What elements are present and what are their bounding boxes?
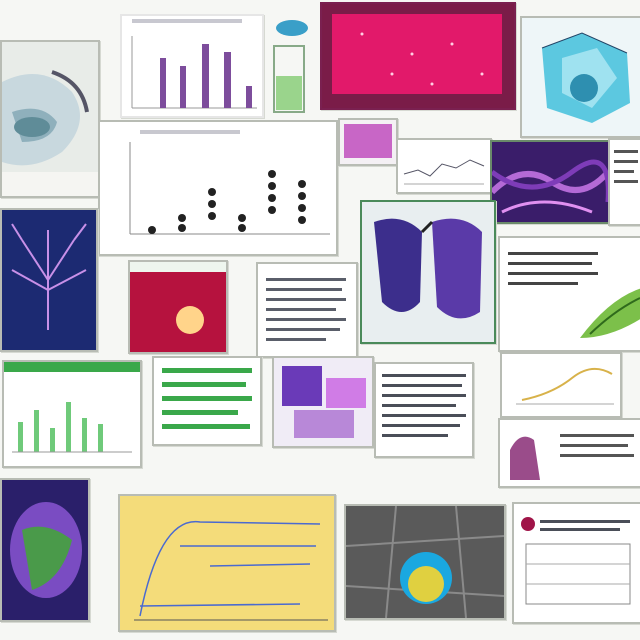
grey-orb-tile — [344, 504, 506, 620]
flask-icon-tile — [268, 16, 310, 116]
purple-fiber-tile — [490, 140, 610, 224]
line-graph-tile — [396, 138, 492, 194]
line-chart-icon — [398, 140, 490, 192]
text-page-tile — [256, 262, 358, 358]
tree-icon — [2, 210, 96, 350]
fiber-icon — [492, 142, 608, 222]
text-column-tile — [374, 362, 474, 458]
purple-hand-tile — [0, 478, 90, 622]
green-bar-chart-tile — [2, 360, 142, 468]
bust-figure-tile — [498, 418, 640, 488]
fractal-tree-tile — [0, 208, 98, 352]
sphere-icon — [130, 262, 226, 352]
curve-chart-tile — [500, 352, 622, 418]
purple-organ-tile — [360, 200, 496, 344]
engine-render-tile — [0, 40, 100, 198]
collage-tile — [272, 356, 374, 448]
magenta-swatch-tile — [338, 118, 398, 166]
text-icon — [258, 264, 356, 356]
list-icon — [154, 358, 260, 444]
schematic-tile — [512, 502, 640, 624]
monitor-icon — [322, 4, 514, 108]
swatch-icon — [340, 120, 396, 164]
text-icon — [376, 364, 472, 456]
text-note-tile — [608, 138, 640, 226]
line-chart-icon — [502, 354, 620, 416]
bar-chart-icon — [4, 362, 140, 466]
green-list-tile — [152, 356, 262, 446]
text-icon — [610, 140, 640, 224]
dot-plot-icon — [100, 122, 336, 254]
schematic-icon — [514, 504, 640, 622]
orb-icon — [346, 506, 504, 618]
leaf-icon — [500, 238, 640, 350]
organ-icon — [362, 202, 494, 342]
magenta-monitor-tile — [320, 2, 516, 110]
flask-icon — [273, 20, 308, 113]
collage-icon — [274, 358, 372, 446]
purple-bar-chart-tile — [120, 14, 264, 118]
yellow-line-chart-tile — [118, 494, 336, 632]
teal-crystal-tile — [520, 16, 640, 138]
red-sphere-tile — [128, 260, 228, 354]
hand-icon — [2, 480, 88, 620]
engine-icon — [2, 42, 98, 196]
crystal-icon — [522, 18, 640, 136]
green-leaf-tile — [498, 236, 640, 352]
bar-chart-icon — [122, 16, 262, 116]
line-chart-icon — [120, 496, 334, 630]
dot-plot-tile — [98, 120, 338, 256]
figure-icon — [500, 420, 640, 486]
